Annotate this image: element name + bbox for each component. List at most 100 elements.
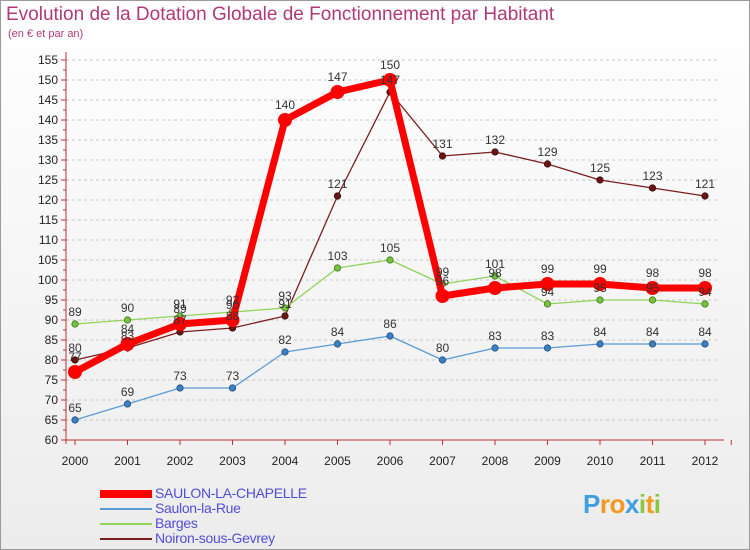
data-point [228, 384, 237, 392]
data-label: 121 [695, 177, 715, 191]
x-tick-label: 2002 [167, 454, 194, 468]
logo-letter: o [609, 489, 625, 519]
data-label: 84 [593, 325, 607, 339]
series-line [74, 335, 705, 421]
data-point [333, 192, 342, 200]
y-tick-label: 95 [45, 293, 59, 307]
legend-label: Barges [155, 515, 198, 531]
data-label: 101 [485, 257, 505, 271]
data-point [123, 316, 132, 324]
data-label: 99 [436, 265, 450, 279]
data-label: 73 [226, 369, 240, 383]
data-point [701, 192, 709, 200]
data-point [543, 344, 552, 352]
axes: 60 65 70 75 80 85 90 95 100 105 110 115 120 125 130 135… [38, 52, 732, 468]
series-group [68, 73, 712, 424]
data-point [176, 384, 184, 392]
data-point [540, 277, 555, 291]
proxiti-logo: Proxiti [583, 489, 661, 520]
data-label: 94 [541, 285, 555, 299]
data-point [435, 289, 450, 303]
data-label: 105 [380, 241, 400, 255]
data-label: 84 [121, 322, 135, 336]
x-tick-label: 2007 [429, 454, 456, 468]
y-tick-label: 65 [45, 413, 59, 427]
data-label: 129 [537, 145, 557, 159]
logo-letter: i [638, 489, 646, 519]
y-tick-label: 125 [38, 173, 58, 187]
data-point [543, 160, 552, 168]
y-tick-label: 120 [38, 193, 58, 207]
data-label: 99 [593, 262, 607, 276]
data-label: 132 [485, 133, 505, 147]
data-label: 95 [593, 281, 607, 295]
data-point [596, 340, 604, 348]
y-tick-label: 135 [38, 133, 58, 147]
data-point [71, 356, 79, 364]
data-point [383, 73, 397, 87]
y-tick-label: 85 [45, 333, 59, 347]
chart-title: Evolution de la Dotation Globale de Fonc… [6, 4, 555, 25]
data-label: 86 [383, 317, 397, 331]
data-point [173, 317, 187, 331]
x-tick-label: 2011 [640, 454, 666, 468]
y-tick-label: 145 [38, 93, 58, 107]
logo-letter: r [599, 489, 610, 519]
data-label: 90 [226, 298, 240, 312]
data-point [120, 337, 135, 351]
x-tick-label: 2012 [692, 454, 719, 468]
x-tick-label: 2008 [482, 454, 509, 468]
data-label: 150 [380, 58, 400, 72]
data-point [225, 313, 240, 327]
legend-swatch [100, 537, 152, 540]
legend-label: SAULON-LA-CHAPELLE [155, 485, 307, 501]
x-tick-label: 2005 [324, 454, 351, 468]
data-point [488, 281, 502, 295]
y-tick-label: 155 [38, 53, 58, 67]
y-tick-label: 130 [38, 153, 58, 167]
data-point [333, 340, 342, 348]
y-tick-label: 150 [38, 73, 58, 87]
x-tick-label: 2010 [587, 454, 614, 468]
x-tick-label: 2000 [62, 454, 89, 468]
data-label: 93 [278, 289, 292, 303]
data-label: 96 [436, 274, 450, 288]
x-tick-label: 2003 [219, 454, 246, 468]
data-label: 83 [488, 329, 502, 343]
data-point [701, 340, 709, 348]
data-label: 84 [331, 325, 345, 339]
data-point [386, 256, 394, 264]
data-point [281, 348, 289, 356]
data-label: 80 [68, 341, 82, 355]
data-label: 98 [646, 266, 660, 280]
data-point [596, 296, 604, 304]
data-label: 94 [698, 285, 712, 299]
data-point [491, 148, 499, 156]
data-point [645, 281, 660, 295]
data-point [543, 300, 552, 308]
data-point [330, 85, 345, 99]
data-point [278, 113, 292, 127]
data-label: 123 [642, 169, 662, 183]
data-label: 82 [278, 333, 292, 347]
data-point [281, 312, 289, 320]
data-label: 73 [173, 369, 187, 383]
x-tick-label: 2004 [272, 454, 299, 468]
data-label: 83 [121, 329, 135, 343]
data-label: 89 [173, 302, 187, 316]
data-point [68, 365, 82, 379]
data-point [438, 356, 447, 364]
x-tick-label: 2001 [114, 454, 141, 468]
data-point [123, 400, 132, 408]
data-point [698, 281, 712, 295]
y-tick-label: 70 [45, 393, 59, 407]
data-point [596, 176, 604, 184]
data-label: 91 [173, 297, 187, 311]
data-label: 84 [698, 325, 712, 339]
data-label: 89 [68, 305, 82, 319]
data-label: 65 [68, 401, 82, 415]
x-tick-label: 2009 [534, 454, 561, 468]
data-point [71, 320, 79, 328]
y-tick-label: 80 [45, 353, 59, 367]
